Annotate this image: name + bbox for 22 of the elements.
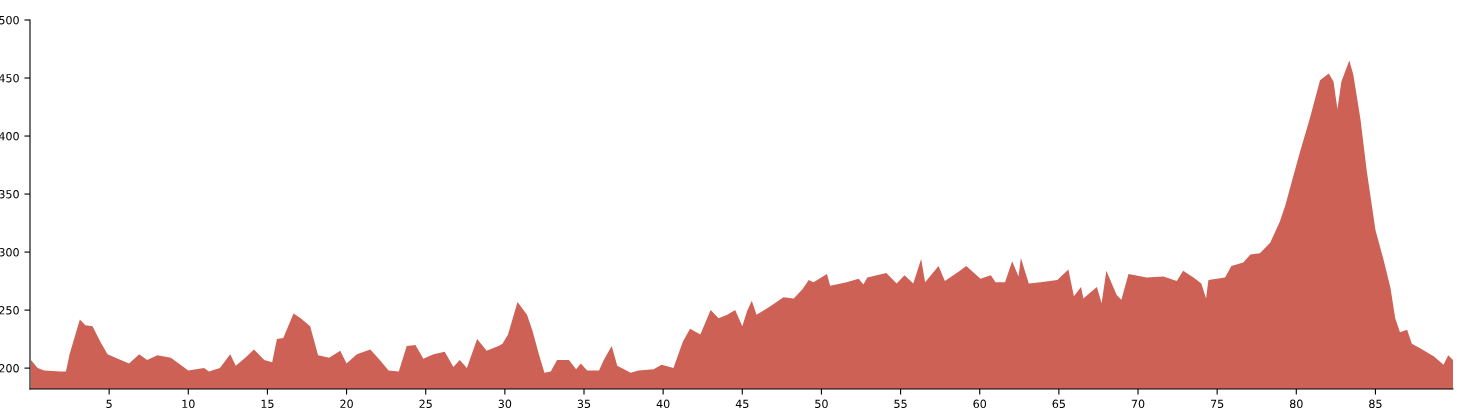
y-tick-label: 300 bbox=[0, 248, 19, 257]
x-tick-label: 40 bbox=[656, 399, 670, 409]
x-tick-label: 35 bbox=[577, 399, 591, 409]
y-tick-label: 350 bbox=[0, 190, 19, 199]
x-tick-label: 80 bbox=[1289, 399, 1303, 409]
y-tick-label: 250 bbox=[0, 306, 19, 315]
x-tick-label: 10 bbox=[182, 399, 195, 409]
x-tick-label: 15 bbox=[261, 399, 274, 409]
x-tick-label: 20 bbox=[340, 399, 353, 409]
x-tick-label: 65 bbox=[1052, 399, 1065, 409]
x-tick-label: 85 bbox=[1369, 399, 1382, 409]
y-tick-label: 500 bbox=[0, 15, 19, 25]
x-tick-label: 5 bbox=[106, 399, 112, 409]
x-tick-label: 30 bbox=[498, 399, 512, 409]
x-tick-label: 70 bbox=[1131, 399, 1145, 409]
x-tick-label: 75 bbox=[1210, 399, 1224, 409]
x-tick-label: 60 bbox=[973, 399, 987, 409]
y-tick-label: 200 bbox=[0, 364, 19, 373]
x-tick-label: 55 bbox=[894, 399, 907, 409]
x-tick-label: 25 bbox=[419, 399, 432, 409]
x-tick-label: 45 bbox=[735, 399, 749, 409]
x-tick-label: 50 bbox=[815, 399, 828, 409]
